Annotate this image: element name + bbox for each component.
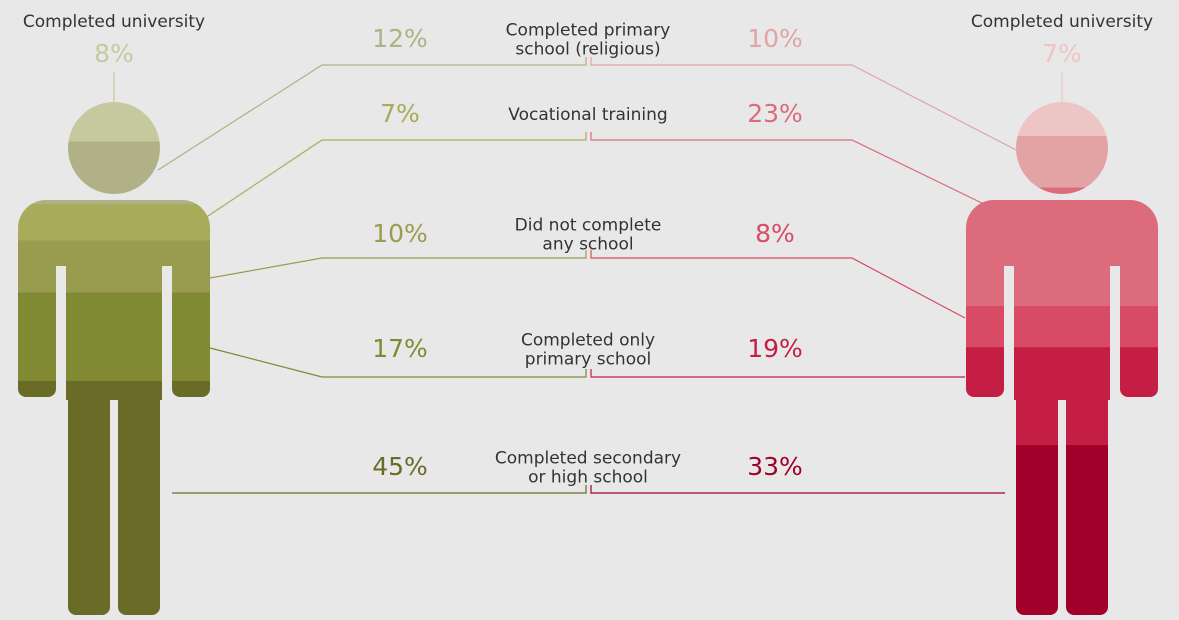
category-label: Vocational training [508,105,667,125]
connector [590,57,1021,153]
value-label: 8% [755,219,795,248]
category-label: Did not complete any school [515,216,662,255]
segment [18,240,210,293]
segment [966,306,1158,348]
segment [966,347,1158,446]
connector [204,132,587,219]
value-label: 17% [372,334,428,363]
segment [966,102,1158,137]
figure [18,102,210,615]
value-label: 19% [747,334,803,363]
value-label: 12% [372,24,428,53]
segment [18,204,210,241]
value-label: 45% [372,452,428,481]
connector [209,347,587,378]
value-label: 8% [94,39,134,68]
value-label: 23% [747,99,803,128]
connector [590,250,966,319]
connector [590,132,991,208]
figure [966,102,1158,615]
segment [966,136,1158,189]
value-label: 7% [1042,39,1082,68]
category-label: Completed only primary school [521,331,655,370]
category-label: Completed primary school (religious) [506,21,671,60]
segment [966,445,1158,615]
category-label: Completed university [971,12,1153,32]
segment [966,187,1158,307]
segment [18,292,210,382]
segment [18,380,210,615]
category-label: Completed secondary or high school [495,449,681,488]
connector [590,369,965,378]
value-label: 7% [380,99,420,128]
category-label: Completed university [23,12,205,32]
value-label: 10% [747,24,803,53]
value-label: 10% [372,219,428,248]
connector [172,485,587,494]
connector [590,485,1005,494]
segment [18,141,210,205]
connector [209,250,587,279]
connector [157,57,587,171]
value-label: 33% [747,452,803,481]
segment [18,102,210,143]
